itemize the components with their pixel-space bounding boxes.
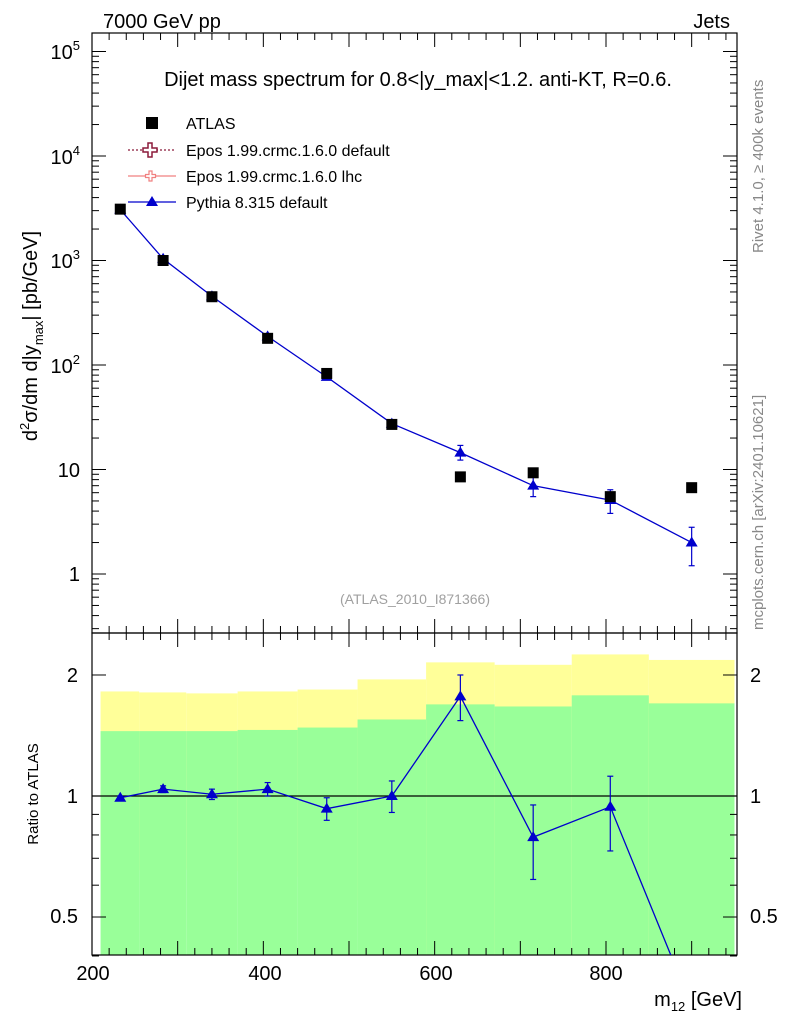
ratio-left-tick-2: 2 <box>67 665 78 687</box>
ratio-right-tick-0.5: 0.5 <box>750 906 778 928</box>
atlas-point <box>321 367 333 379</box>
ratio-y-tick-labels: 0.5 1 2 0.5 1 2 <box>50 665 778 928</box>
ratio-left-tick-0.5: 0.5 <box>50 906 78 928</box>
x-tick-labels: 200 400 600 800 <box>76 963 622 985</box>
legend-label-atlas: ATLAS <box>186 116 236 133</box>
band-inner-bin <box>357 719 427 955</box>
atlas-point <box>114 203 126 215</box>
ratio-right-tick-2: 2 <box>750 665 761 687</box>
main-y-axis-label: d2σ/dm d|ymax| [pb/GeV] <box>17 231 46 441</box>
pythia-point <box>454 446 467 457</box>
atlas-point <box>527 467 539 479</box>
band-inner-bin <box>139 731 187 955</box>
x-axis-label: m12 [GeV] <box>654 989 742 1014</box>
y-tick-label-1: 1 <box>69 564 80 586</box>
y-tick-label-10000: 104 <box>51 143 80 169</box>
band-inner-bin <box>186 731 238 955</box>
main-y-tick-labels: 1 10 102 103 104 105 <box>51 38 80 586</box>
category-label: Jets <box>693 11 730 33</box>
plot-title: Dijet mass spectrum for 0.8<|y_max|<1.2.… <box>164 69 672 91</box>
atlas-point <box>157 255 169 266</box>
ratio-right-tick-1: 1 <box>750 786 761 808</box>
legend-label-epos-lhc: Epos 1.99.crmc.1.6.0 lhc <box>186 169 362 186</box>
svg-text:d2σ/dm d|ymax| [pb/GeV]: d2σ/dm d|ymax| [pb/GeV] <box>17 231 46 441</box>
ratio-pythia-point <box>527 831 540 842</box>
ratio-pythia-point <box>385 790 398 800</box>
band-inner-bin <box>237 729 298 955</box>
pythia-point <box>527 479 540 490</box>
svg-text:m12 [GeV]: m12 [GeV] <box>654 989 742 1014</box>
ratio-pythia-point <box>320 802 333 813</box>
ratio-bands <box>100 654 735 955</box>
legend-label-pythia: Pythia 8.315 default <box>186 195 328 212</box>
legend: ATLAS Epos 1.99.crmc.1.6.0 default Epos … <box>128 116 390 212</box>
rivet-label: Rivet 4.1.0, ≥ 400k events <box>750 80 767 253</box>
ratio-pythia-point <box>205 788 218 799</box>
y-tick-label-100000: 105 <box>51 38 80 64</box>
ratio-plot-frame <box>91 632 738 956</box>
ratio-y-axis-label: Ratio to ATLAS <box>25 743 42 844</box>
legend-marker-epos-default <box>142 142 158 158</box>
atlas-point <box>686 482 698 494</box>
energy-label: 7000 GeV pp <box>103 11 221 33</box>
atlas-point <box>386 418 398 430</box>
band-inner-bin <box>648 703 735 955</box>
band-inner-bin <box>100 731 140 955</box>
atlas-point <box>604 491 616 503</box>
x-tick-label-600: 600 <box>419 963 452 985</box>
ratio-pythia-point <box>114 791 127 802</box>
ratio-pythia-line <box>120 695 672 955</box>
ratio-left-tick-1: 1 <box>67 786 78 808</box>
pythia-point <box>685 536 698 547</box>
y-tick-label-10: 10 <box>58 460 80 482</box>
x-tick-label-800: 800 <box>589 963 622 985</box>
pythia-line <box>119 209 692 544</box>
analysis-watermark: (ATLAS_2010_I871366) <box>340 591 490 607</box>
atlas-point <box>454 471 466 483</box>
x-tick-label-200: 200 <box>76 963 109 985</box>
ratio-pythia-point <box>157 783 170 794</box>
x-tick-label-400: 400 <box>248 963 281 985</box>
ratio-pythia-point <box>454 690 467 701</box>
axis-ticks <box>91 33 737 957</box>
main-data-layer <box>114 203 698 567</box>
atlas-point <box>206 291 218 303</box>
atlas-point <box>262 332 274 344</box>
source-label: mcplots.cern.ch [arXiv:2401.10621] <box>750 395 767 630</box>
legend-marker-pythia <box>146 196 158 206</box>
legend-marker-atlas <box>146 117 158 129</box>
legend-label-epos-default: Epos 1.99.crmc.1.6.0 default <box>186 143 390 160</box>
y-tick-label-1000: 103 <box>51 247 80 273</box>
band-inner-bin <box>426 704 495 955</box>
ratio-data-layer <box>114 674 672 955</box>
ratio-pythia-point <box>604 800 617 811</box>
legend-marker-epos-lhc <box>144 170 157 182</box>
y-tick-label-100: 102 <box>51 352 80 378</box>
ratio-pythia-point <box>261 783 274 794</box>
band-inner-bin <box>297 727 358 955</box>
